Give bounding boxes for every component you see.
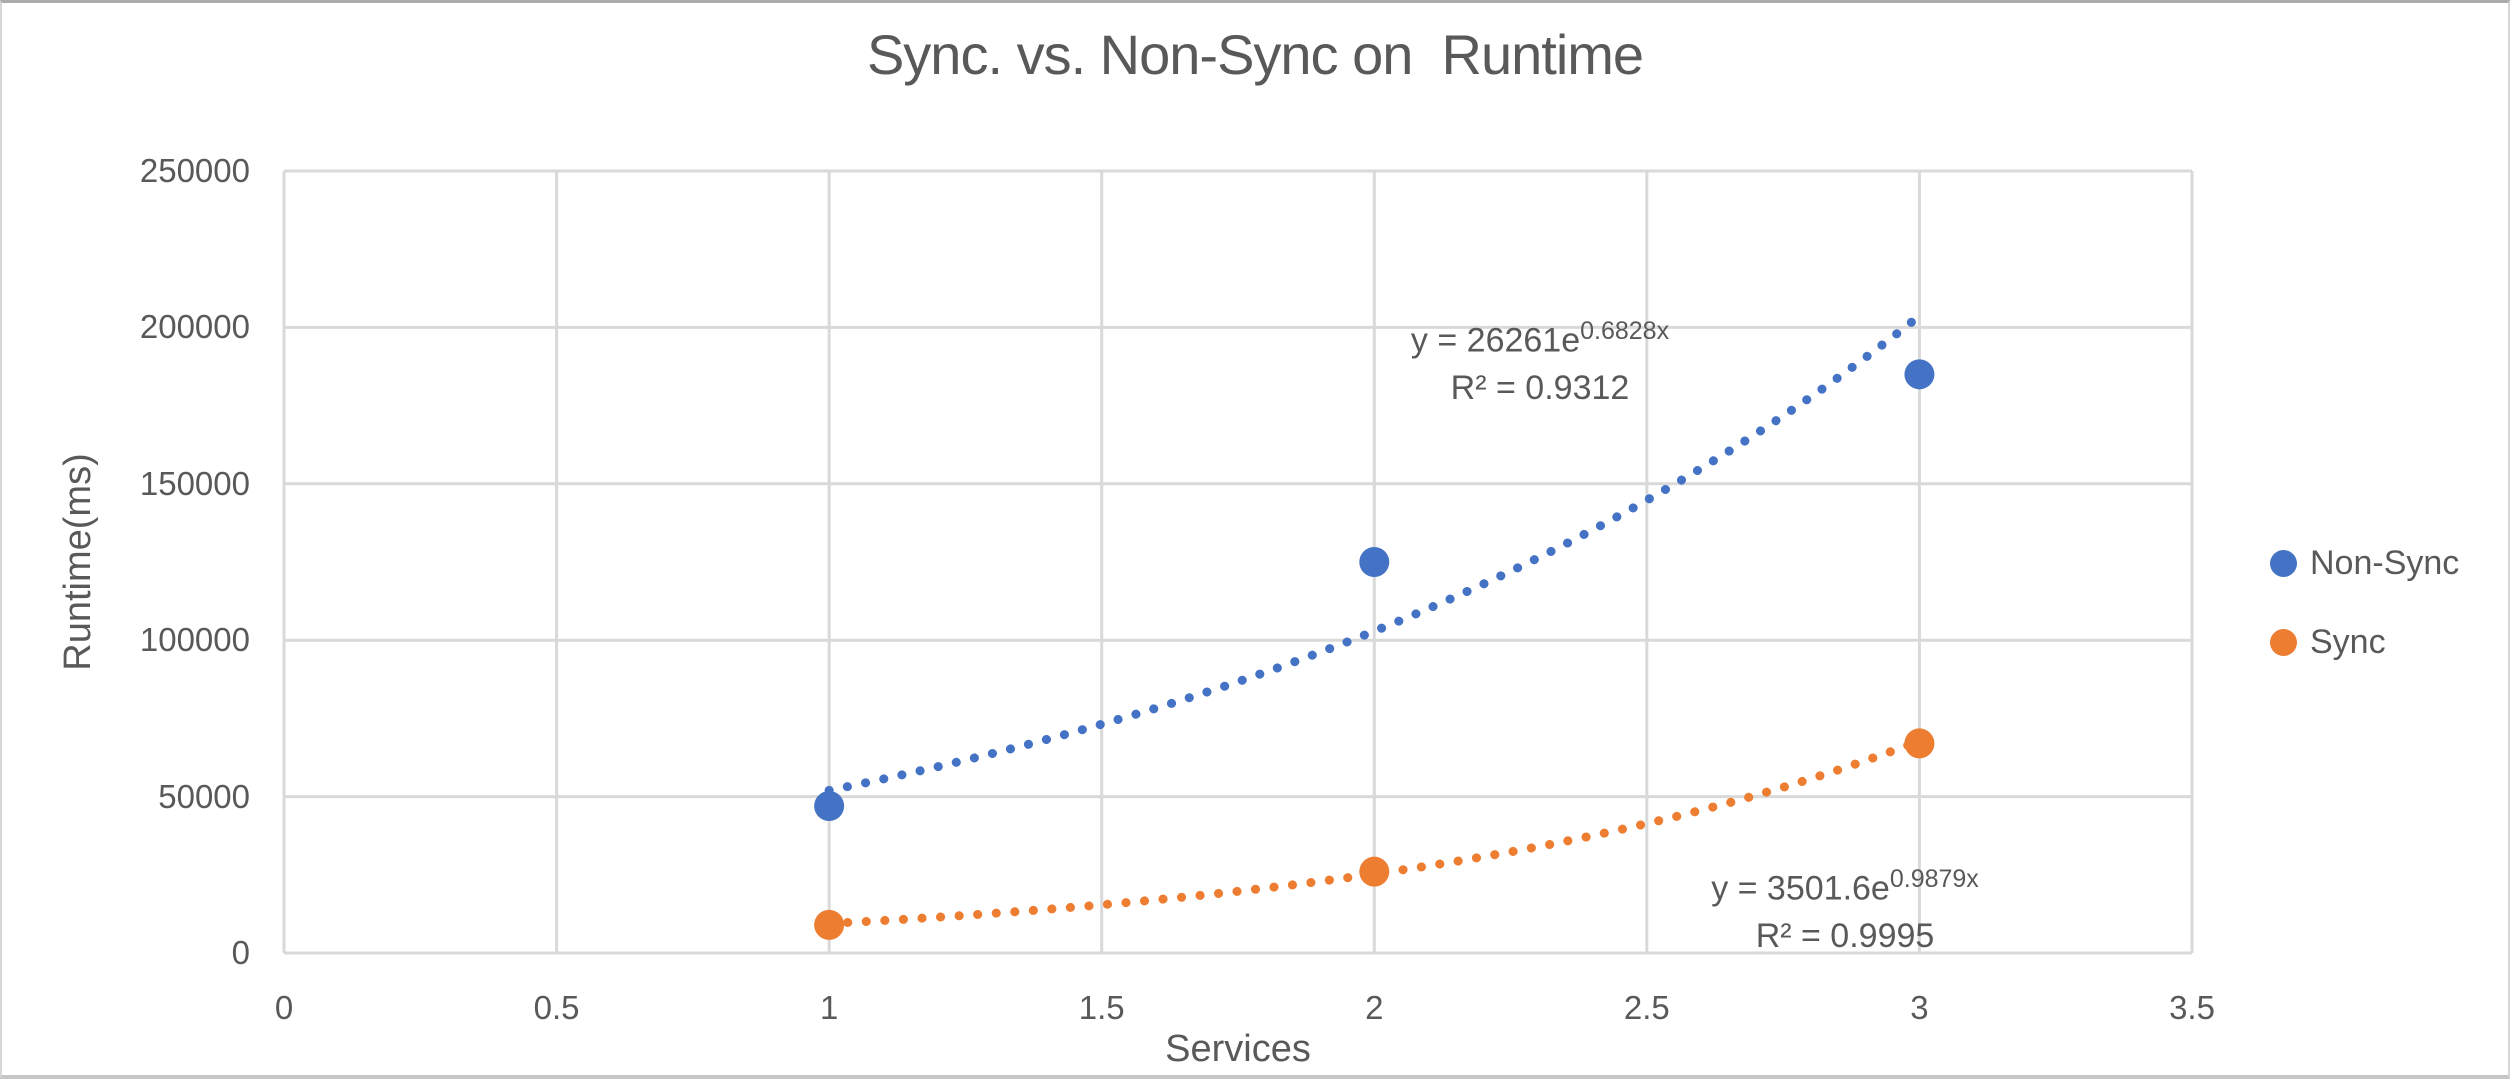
trendline-non-sync — [824, 311, 1924, 795]
x-tick-label: 2.5 — [1623, 989, 1670, 1026]
y-axis-title: Runtime(ms) — [57, 453, 99, 671]
x-tick-label: 1.5 — [1078, 989, 1125, 1026]
equation-text: y = 3501.6e — [1711, 869, 1890, 908]
y-tick-label: 200000 — [139, 308, 250, 346]
equation-text: y = 26261e — [1410, 321, 1581, 360]
trendline-sync — [824, 736, 1924, 929]
equation-line: y = 26261e0.6828x — [1411, 307, 1669, 364]
data-point-sync — [814, 909, 845, 940]
data-point-non-sync — [1359, 547, 1390, 577]
x-tick-label: 1 — [819, 989, 839, 1026]
chart-title: Sync. vs. Non-Sync on Runtime — [866, 23, 1644, 86]
y-tick-label: 150000 — [139, 464, 250, 502]
data-point-sync — [1359, 856, 1390, 887]
x-tick-label: 0 — [274, 989, 294, 1026]
x-tick-label: 3 — [1910, 989, 1929, 1026]
data-point-non-sync — [814, 790, 845, 821]
r-squared-label: R² = 0.9995 — [1755, 917, 1935, 956]
y-tick-label: 50000 — [158, 777, 250, 815]
x-axis-title: Services — [1165, 1028, 1311, 1070]
y-tick-label: 0 — [231, 934, 250, 971]
x-tick-label: 0.5 — [533, 989, 580, 1026]
x-tick-label: 2 — [1365, 989, 1384, 1026]
equation-line: y = 3501.6e0.9879x — [1711, 855, 1979, 912]
r-squared-label: R² = 0.9312 — [1450, 369, 1630, 408]
trendline-equation-sync: y = 3501.6e0.9879x R² = 0.9995 — [1711, 855, 1979, 960]
trendline-equation-non-sync: y = 26261e0.6828x R² = 0.9312 — [1411, 307, 1669, 412]
plot-area — [282, 169, 2194, 955]
x-tick-label: 3.5 — [2169, 989, 2215, 1026]
y-tick-label: 250000 — [139, 152, 250, 189]
equation-exponent: 0.6828x — [1580, 317, 1670, 345]
data-point-non-sync — [1904, 359, 1935, 390]
y-tick-label: 100000 — [139, 621, 250, 659]
equation-exponent: 0.9879x — [1889, 865, 1979, 893]
data-point-sync — [1904, 728, 1935, 759]
